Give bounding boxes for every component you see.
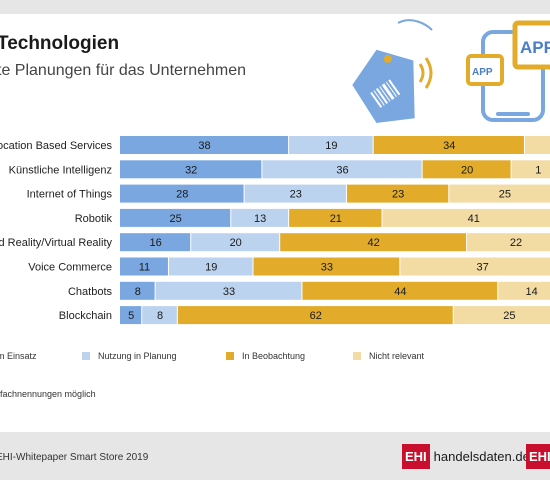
app-label-small: APP: [472, 67, 493, 78]
legend-item-im-einsatz: m Einsatz: [0, 351, 37, 361]
data-label: 41: [468, 213, 480, 225]
data-label: 38: [198, 140, 210, 152]
data-label: 25: [503, 310, 515, 322]
bar-segment: [191, 233, 280, 252]
data-label: 22: [510, 237, 522, 249]
bar-segment: [511, 160, 550, 179]
bar-segment: [467, 233, 550, 252]
data-label: 36: [336, 164, 348, 176]
bar-segment: [120, 184, 244, 203]
category-label: Künstliche Intelligenz: [9, 164, 112, 176]
data-label: 37: [477, 262, 489, 274]
data-label: 33: [223, 286, 235, 298]
bar-segment: [231, 208, 289, 227]
data-label: 25: [499, 189, 511, 201]
category-label: Robotik: [75, 213, 113, 225]
data-label: 32: [185, 164, 197, 176]
data-label: 8: [135, 286, 141, 298]
bar-segment: [168, 257, 253, 276]
bar-segment: [346, 184, 449, 203]
data-label: 8: [157, 310, 163, 322]
bar-segment: [244, 184, 346, 203]
bar-segment: [155, 281, 302, 300]
bar-segment: [177, 306, 453, 325]
data-label: 42: [368, 237, 380, 249]
bar-segment: [120, 281, 155, 300]
bar-segment: [120, 233, 191, 252]
bar-segment: [253, 257, 400, 276]
data-label: 20: [230, 237, 242, 249]
data-label: 62: [310, 310, 322, 322]
data-label: 20: [461, 164, 473, 176]
legend-swatch: [226, 352, 234, 360]
ehi-logo-mark: EHI: [402, 444, 430, 469]
bar-segment: [142, 306, 177, 325]
bar-segment: [289, 136, 373, 154]
bar-segment: [262, 160, 422, 179]
category-label: ocation Based Services: [0, 140, 112, 152]
bar-segment: [524, 136, 550, 154]
legend-swatch: [353, 352, 361, 360]
bar-segment: [120, 136, 289, 154]
app-label-large: APP: [520, 38, 550, 57]
bar-segment: [373, 136, 524, 154]
category-label: Blockchain: [59, 310, 112, 322]
footer-band: [0, 432, 550, 480]
category-label: Chatbots: [68, 286, 113, 298]
legend-swatch: [82, 352, 90, 360]
ehi-logo-mark-secondary: EHI: [526, 444, 550, 469]
smartphone-app-icon: [466, 20, 550, 122]
chart-subtitle: te Planungen für das Unternehmen: [0, 62, 247, 79]
bar-segment: [449, 184, 550, 203]
bar-segment: [400, 257, 550, 276]
legend-item-in-beobachtung: In Beobachtung: [226, 351, 305, 361]
header-illustration: APP APP: [352, 19, 550, 123]
legend-label: In Beobachtung: [242, 351, 306, 361]
top-band: [0, 0, 550, 14]
data-label: 34: [443, 140, 455, 152]
bar-segment: [289, 208, 382, 227]
chart-title: Technologien: [0, 33, 120, 54]
data-label: 19: [205, 262, 217, 274]
bar-segment: [422, 160, 511, 179]
category-label: d Reality/Virtual Reality: [0, 237, 112, 249]
data-label: 1: [535, 164, 541, 176]
bar-segment: [120, 208, 231, 227]
category-label: Internet of Things: [27, 189, 113, 201]
bar-segment: [280, 233, 467, 252]
legend-label: Nutzung in Planung: [98, 351, 177, 361]
bar-segment: [302, 281, 498, 300]
data-label: 28: [176, 189, 188, 201]
data-label: 33: [321, 262, 333, 274]
bar-segment: [120, 160, 262, 179]
barcode-tag-icon: [352, 49, 415, 123]
legend-label: Nicht relevant: [369, 351, 425, 361]
bar-segment: [453, 306, 550, 325]
bar-segment: [120, 257, 168, 276]
data-label: 23: [392, 189, 404, 201]
data-label: 13: [254, 213, 266, 225]
handelsdaten-logo: EHI handelsdaten.de: [402, 444, 530, 469]
legend-label: m Einsatz: [0, 351, 37, 361]
bar-segment: [498, 281, 550, 300]
stacked-bar-chart: ocation Based Services 38 19 34 Künstliche I…: [0, 136, 550, 325]
bar-segment: [382, 208, 550, 227]
category-label: Voice Commerce: [28, 262, 112, 274]
bar-segment: [120, 306, 142, 325]
data-label: 16: [149, 237, 161, 249]
data-label: 44: [394, 286, 406, 298]
handelsdaten-logo-text: handelsdaten.de: [433, 449, 530, 464]
data-label: 21: [330, 213, 342, 225]
footnote: rfachnennungen möglich: [0, 389, 96, 399]
ehi-logo-secondary: EHI: [526, 444, 550, 469]
data-label: 19: [325, 140, 337, 152]
legend-item-nutzung-in-planung: Nutzung in Planung: [82, 351, 177, 361]
data-label: 14: [526, 286, 538, 298]
data-label: 25: [170, 213, 182, 225]
source-text: EHI-Whitepaper Smart Store 2019: [0, 452, 149, 463]
legend-item-nicht-relevant: Nicht relevant: [353, 351, 424, 361]
data-label: 23: [290, 189, 302, 201]
data-label: 5: [128, 310, 134, 322]
data-label: 11: [139, 262, 150, 274]
